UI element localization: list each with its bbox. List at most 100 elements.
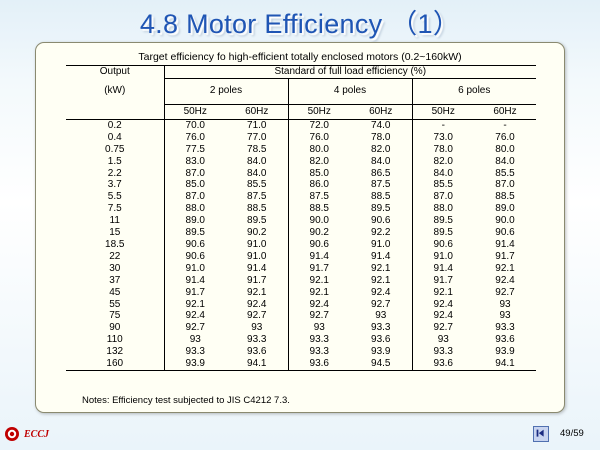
output-kw-cell: 18.5 — [66, 238, 165, 251]
efficiency-cell: 84.0 — [350, 155, 413, 168]
efficiency-cell: 84.0 — [226, 167, 289, 180]
efficiency-cell: 87.5 — [226, 191, 289, 204]
previous-slide-button[interactable] — [533, 426, 549, 442]
efficiency-cell: 93 — [499, 298, 511, 310]
efficiency-cell: 93.6 — [288, 358, 350, 371]
table-row: 160 93.9 94.1 93.6 94.5 93.6 94.1 — [66, 358, 536, 371]
efficiency-cell: 93.3 — [309, 346, 329, 358]
table-row: 5.5 87.0 87.5 87.5 88.5 87.0 88.5 — [66, 191, 536, 204]
efficiency-cell: 92.2 — [350, 227, 413, 239]
output-kw-cell: 7.5 — [66, 203, 165, 216]
efficiency-cell: 80.0 — [495, 143, 515, 155]
efficiency-cell: 90.6 — [309, 238, 329, 250]
efficiency-cell: 93.9 — [350, 346, 413, 359]
efficiency-cell: 92.4 — [433, 298, 453, 310]
efficiency-cell: 84.0 — [226, 155, 289, 168]
table-row: 90 92.7 93 93 93.3 92.7 93.3 — [66, 322, 536, 335]
efficiency-cell: 70.0 — [185, 119, 205, 131]
efficiency-cell: 92.4 — [350, 286, 413, 299]
efficiency-cell: 93.3 — [226, 334, 289, 347]
table-row: 2.2 87.0 84.0 85.0 86.5 84.0 85.5 — [66, 167, 536, 180]
efficiency-cell: 92.1 — [495, 262, 515, 274]
freq-header: 60Hz — [474, 104, 536, 120]
efficiency-cell: 93.6 — [226, 346, 289, 359]
efficiency-cell: 89.5 — [433, 215, 453, 227]
efficiency-cell: 92.1 — [226, 286, 289, 299]
efficiency-cell: 93 — [499, 310, 511, 322]
output-kw-cell: 160 — [66, 358, 165, 371]
efficiency-cell: 76.0 — [185, 131, 205, 143]
efficiency-cell: 91.4 — [309, 250, 329, 262]
efficiency-cell: 77.0 — [226, 131, 289, 144]
freq-header: 50Hz — [164, 104, 226, 120]
output-kw-cell: 90 — [66, 322, 165, 335]
table-row: 7.5 88.0 88.5 88.5 89.5 88.0 89.0 — [66, 203, 536, 216]
efficiency-cell: 86.0 — [309, 179, 329, 191]
efficiency-cell: 92.1 — [433, 286, 453, 298]
efficiency-cell: 74.0 — [350, 119, 413, 132]
efficiency-cell: 89.5 — [226, 215, 289, 228]
efficiency-cell: 90.6 — [350, 215, 413, 228]
efficiency-cell: 89.0 — [495, 203, 515, 215]
efficiency-cell: 87.5 — [309, 191, 329, 203]
table-caption: Target efficiency fo high-efficient tota… — [138, 51, 462, 63]
table-row: 0.75 77.5 78.5 80.0 82.0 78.0 80.0 — [66, 143, 536, 156]
efficiency-cell: - — [441, 119, 445, 131]
eccj-logo-icon — [5, 427, 19, 441]
output-kw-cell: 0.2 — [66, 119, 165, 132]
efficiency-cell: 91.7 — [433, 274, 453, 286]
pole-group-header: 4 poles — [288, 78, 413, 105]
output-kw-cell: 3.7 — [66, 179, 165, 192]
efficiency-cell: 94.5 — [350, 358, 413, 371]
logo-text: ECCJ — [24, 428, 50, 440]
table-row: 0.4 76.0 77.0 76.0 78.0 73.0 76.0 — [66, 131, 536, 144]
output-kw-cell: 132 — [66, 346, 165, 359]
efficiency-cell: 73.0 — [433, 131, 453, 143]
efficiency-cell: 91.0 — [433, 250, 453, 262]
table-body: 0.2 70.0 71.0 72.0 74.0 - - 0.4 76.0 77.0 76.0 78.0… — [66, 119, 536, 371]
efficiency-cell: 92.7 — [185, 322, 205, 334]
output-kw-cell: 110 — [66, 334, 165, 347]
efficiency-cell: 82.0 — [309, 155, 329, 167]
output-kw-cell: 45 — [66, 286, 165, 299]
output-kw-cell: 11 — [66, 215, 165, 228]
efficiency-cell: 78.0 — [350, 131, 413, 144]
page-number: 49/59 — [560, 428, 584, 439]
efficiency-cell: 89.0 — [185, 215, 205, 227]
efficiency-cell: 85.5 — [495, 167, 515, 179]
efficiency-cell: 91.7 — [185, 286, 205, 298]
table-row: 0.2 70.0 71.0 72.0 74.0 - - — [66, 119, 536, 132]
output-kw-cell: 15 — [66, 227, 165, 239]
efficiency-cell: 76.0 — [309, 131, 329, 143]
efficiency-cell: 82.0 — [433, 155, 453, 167]
efficiency-cell: 91.0 — [226, 238, 289, 251]
table-row: 110 93 93.3 93.3 93.6 93 93.6 — [66, 334, 536, 347]
efficiency-cell: 93.6 — [495, 334, 515, 346]
efficiency-cell: 94.1 — [474, 358, 536, 371]
output-kw-cell: 5.5 — [66, 191, 165, 204]
footer-logo: ECCJ — [4, 426, 49, 442]
output-kw-cell: 55 — [66, 298, 165, 311]
efficiency-cell: 91.4 — [433, 262, 453, 274]
efficiency-cell: 86.5 — [350, 167, 413, 180]
efficiency-cell: 92.7 — [226, 310, 289, 323]
efficiency-cell: 80.0 — [309, 143, 329, 155]
efficiency-cell: 91.4 — [185, 274, 205, 286]
efficiency-cell: 93 — [350, 310, 413, 323]
efficiency-cell: 91.0 — [350, 238, 413, 251]
table-row: 11 89.0 89.5 90.0 90.6 89.5 90.0 — [66, 215, 536, 228]
efficiency-cell: 93.9 — [164, 358, 226, 371]
previous-slide-icon — [536, 429, 544, 437]
table-row: 37 91.4 91.7 92.1 92.1 91.7 92.4 — [66, 274, 536, 287]
efficiency-cell: 90.6 — [433, 238, 453, 250]
efficiency-cell: 77.5 — [185, 143, 205, 155]
output-kw-cell: 75 — [66, 310, 165, 323]
efficiency-cell: 89.5 — [185, 227, 205, 239]
output-kw-cell: 1.5 — [66, 155, 165, 168]
efficiency-cell: 91.4 — [226, 262, 289, 275]
efficiency-cell: 93.3 — [433, 346, 453, 358]
output-kw-cell: 37 — [66, 274, 165, 287]
efficiency-cell: 92.1 — [350, 274, 413, 287]
efficiency-cell: 93 — [189, 334, 201, 346]
efficiency-cell: 88.5 — [495, 191, 515, 203]
